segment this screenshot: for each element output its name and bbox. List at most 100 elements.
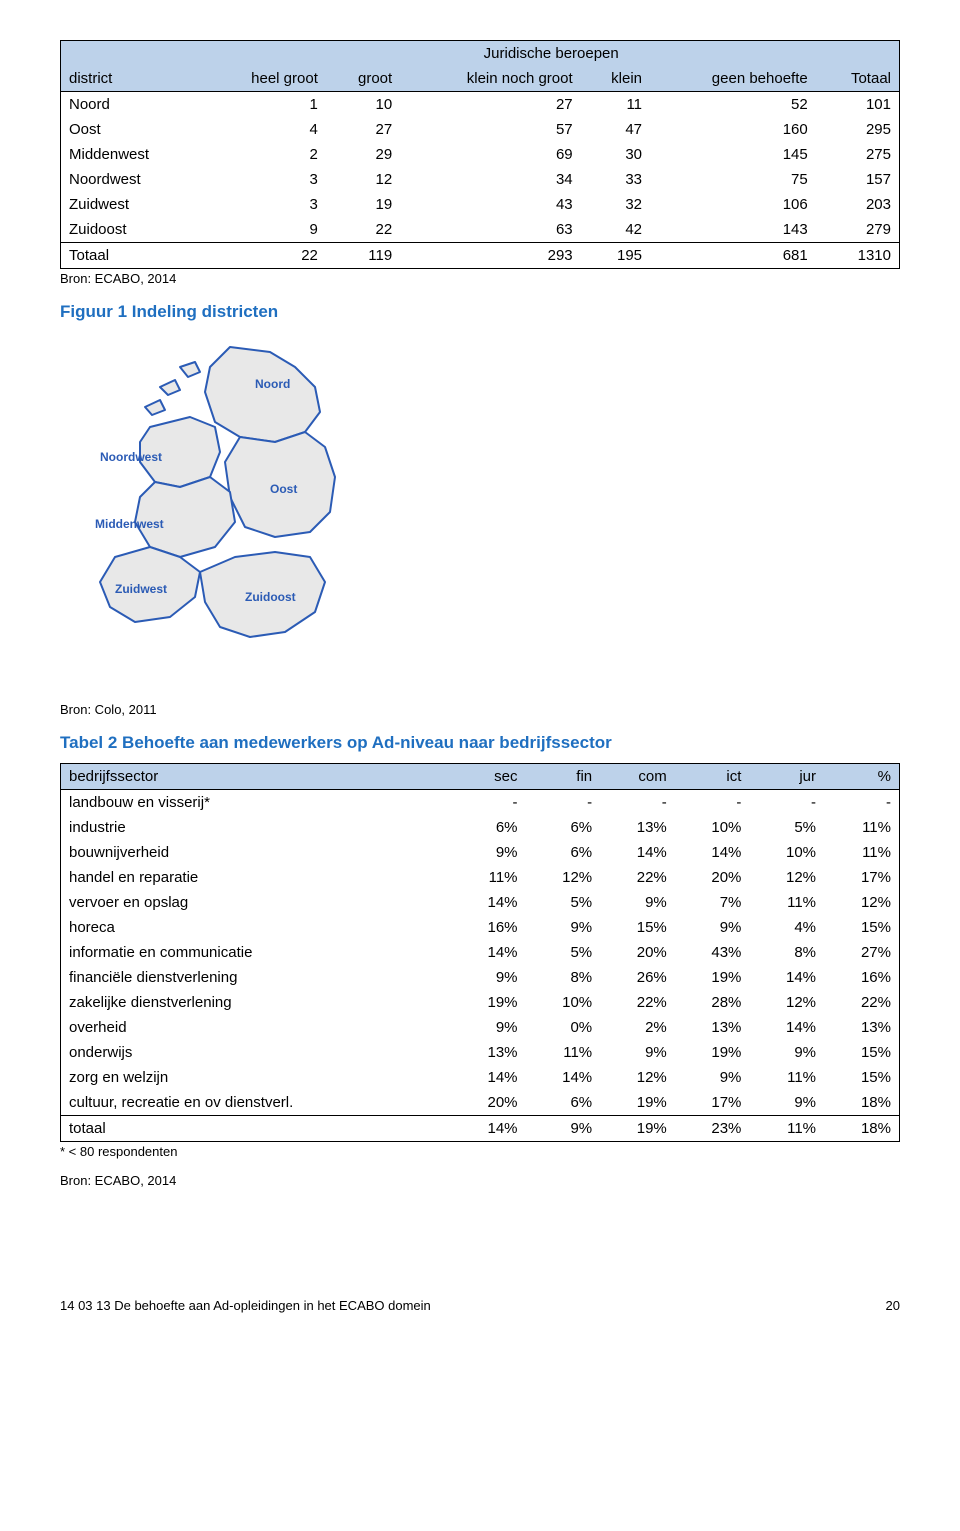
table-cell: 9% [675, 1065, 750, 1090]
table-cell: 12% [526, 865, 601, 890]
table-cell: 22% [600, 990, 675, 1015]
table-cell: 20% [451, 1090, 526, 1116]
table-cell: - [600, 790, 675, 816]
table-cell: 14% [675, 840, 750, 865]
table-cell: 14% [600, 840, 675, 865]
table-cell: 22 [326, 217, 400, 243]
table-juridische-beroepen: Juridische beroepen district heel groot … [60, 40, 900, 269]
table-cell: - [451, 790, 526, 816]
table-cell: 14% [526, 1065, 601, 1090]
col-jur: jur [749, 764, 824, 790]
table-cell: 14% [451, 890, 526, 915]
table-cell: 4 [203, 117, 325, 142]
table-cell: 27 [400, 92, 580, 118]
col-com: com [600, 764, 675, 790]
table-cell: 14% [451, 940, 526, 965]
table-cell: 14% [451, 1065, 526, 1090]
col-fin: fin [526, 764, 601, 790]
table-row: Noord110271152101 [61, 92, 900, 118]
table-row: Oost4275747160295 [61, 117, 900, 142]
table-cell: 17% [824, 865, 899, 890]
table-cell: 7% [675, 890, 750, 915]
col-bedrijfssector: bedrijfssector [61, 764, 451, 790]
table-row: informatie en communicatie14%5%20%43%8%2… [61, 940, 900, 965]
table2-footnote: * < 80 respondenten [60, 1144, 900, 1159]
table-cell: onderwijs [61, 1040, 451, 1065]
t1-total-4: 195 [581, 243, 650, 269]
table-cell: 10 [326, 92, 400, 118]
table-cell: zakelijke dienstverlening [61, 990, 451, 1015]
table-cell: 9% [600, 890, 675, 915]
t2-total-5: 11% [749, 1116, 824, 1142]
table-cell: 13% [824, 1015, 899, 1040]
table-cell: 19 [326, 192, 400, 217]
table-cell: 15% [824, 1065, 899, 1090]
table-cell: 295 [816, 117, 900, 142]
table-cell: 8% [526, 965, 601, 990]
table-row: overheid9%0%2%13%14%13% [61, 1015, 900, 1040]
t1-total-1: 22 [203, 243, 325, 269]
table-cell: 26% [600, 965, 675, 990]
map-label-zuidwest: Zuidwest [115, 582, 167, 596]
t2-total-label: totaal [61, 1116, 451, 1142]
col-klein: klein [581, 66, 650, 92]
col-groot: groot [326, 66, 400, 92]
table-cell: 19% [675, 965, 750, 990]
table-cell: 63 [400, 217, 580, 243]
table-cell: 11% [526, 1040, 601, 1065]
table-cell: 19% [675, 1040, 750, 1065]
table-cell: 1 [203, 92, 325, 118]
table-cell: 8% [749, 940, 824, 965]
table-cell: bouwnijverheid [61, 840, 451, 865]
map-label-noordwest: Noordwest [100, 450, 162, 464]
table-row: vervoer en opslag14%5%9%7%11%12% [61, 890, 900, 915]
table-cell: zorg en welzijn [61, 1065, 451, 1090]
table-cell: 203 [816, 192, 900, 217]
t1-total-3: 293 [400, 243, 580, 269]
figure1-source: Bron: Colo, 2011 [60, 702, 900, 717]
map-label-middenwest: Middenwest [95, 517, 164, 531]
table-cell: 5% [526, 890, 601, 915]
table-cell: 11% [824, 815, 899, 840]
table-cell: Noord [61, 92, 204, 118]
table-cell: horeca [61, 915, 451, 940]
table-cell: 2 [203, 142, 325, 167]
table-cell: 6% [526, 815, 601, 840]
table-cell: 22% [824, 990, 899, 1015]
table-cell: 13% [675, 1015, 750, 1040]
table-cell: 12% [600, 1065, 675, 1090]
table-cell: Zuidwest [61, 192, 204, 217]
col-pct: % [824, 764, 899, 790]
table-cell: 13% [600, 815, 675, 840]
table-cell: 9% [749, 1090, 824, 1116]
table-row: horeca16%9%15%9%4%15% [61, 915, 900, 940]
table-cell: - [749, 790, 824, 816]
table-cell: 27% [824, 940, 899, 965]
table-cell: 13% [451, 1040, 526, 1065]
table-cell: 9% [451, 1015, 526, 1040]
table-cell: 12 [326, 167, 400, 192]
table-cell: 19% [600, 1090, 675, 1116]
table-row: industrie6%6%13%10%5%11% [61, 815, 900, 840]
table-cell: overheid [61, 1015, 451, 1040]
figure1-title: Figuur 1 Indeling districten [60, 302, 900, 322]
table-cell: 9% [675, 915, 750, 940]
table-row: onderwijs13%11%9%19%9%15% [61, 1040, 900, 1065]
col-klein-noch-groot: klein noch groot [400, 66, 580, 92]
table-cell: 16% [824, 965, 899, 990]
table-row: zorg en welzijn14%14%12%9%11%15% [61, 1065, 900, 1090]
table-row: Zuidoost9226342143279 [61, 217, 900, 243]
table-row: Zuidwest3194332106203 [61, 192, 900, 217]
table-cell: 11% [749, 890, 824, 915]
col-heel-groot: heel groot [203, 66, 325, 92]
t1-total-5: 681 [650, 243, 816, 269]
table-row: Noordwest312343375157 [61, 167, 900, 192]
table-cell: 5% [749, 815, 824, 840]
t1-total-6: 1310 [816, 243, 900, 269]
table-row: financiële dienstverlening9%8%26%19%14%1… [61, 965, 900, 990]
col-geen-behoefte: geen behoefte [650, 66, 816, 92]
table-cell: 57 [400, 117, 580, 142]
table-row: zakelijke dienstverlening19%10%22%28%12%… [61, 990, 900, 1015]
table-row: cultuur, recreatie en ov dienstverl.20%6… [61, 1090, 900, 1116]
t2-total-2: 9% [526, 1116, 601, 1142]
